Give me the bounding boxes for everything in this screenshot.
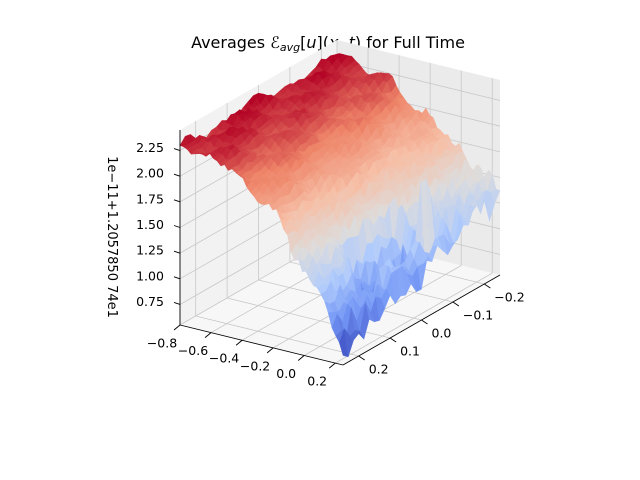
y-tick-label: 0.0 <box>432 326 452 341</box>
x-axis-line <box>179 324 344 366</box>
x-tick-label: −0.2 <box>240 358 270 373</box>
z-tick <box>173 302 181 305</box>
grid-line-y <box>195 315 359 357</box>
z-tick <box>173 250 181 254</box>
z-tick-label: 2.00 <box>136 166 164 181</box>
y-tick <box>358 355 365 361</box>
z-tick-label: 0.75 <box>136 294 164 309</box>
x-tick <box>297 355 305 361</box>
grid-line-z <box>336 60 501 101</box>
z-tick <box>173 148 181 151</box>
z-tick <box>173 276 181 280</box>
z-tick-label: 1.75 <box>136 191 164 206</box>
y-tick <box>484 283 491 289</box>
y-tick-label: 0.2 <box>369 362 389 377</box>
y-tick <box>389 337 397 343</box>
y-tick-label: −0.1 <box>463 308 493 323</box>
z-tick-label: 1.00 <box>136 268 164 283</box>
y-tick <box>421 319 428 325</box>
axis-lines: −0.8−0.6−0.4−0.20.00.2−0.2−0.10.00.10.20… <box>136 130 525 389</box>
x-tick <box>266 347 274 354</box>
x-tick-label: −0.8 <box>147 336 177 351</box>
x-tick <box>328 362 336 369</box>
y-tick <box>452 301 460 307</box>
x-tick <box>235 339 243 346</box>
z-tick-label: 1.25 <box>136 243 164 258</box>
x-tick-label: −0.4 <box>209 351 239 366</box>
surface-mesh <box>179 53 501 358</box>
z-tick-label: 1.50 <box>136 217 164 232</box>
z-tick-label: 2.25 <box>136 140 164 155</box>
z-tick <box>173 199 181 203</box>
z-tick <box>173 225 181 228</box>
x-tick-label: 0.2 <box>307 374 327 389</box>
surface-cell <box>490 189 501 204</box>
x-tick <box>204 332 212 338</box>
z-offset-label: 1e−11+1.2057850 74e1 <box>104 156 119 318</box>
z-tick <box>173 173 181 177</box>
x-tick-label: −0.6 <box>178 343 208 358</box>
x-tick-label: 0.0 <box>276 366 296 381</box>
y-tick-label: −0.2 <box>494 290 524 305</box>
y-tick-label: 0.1 <box>400 344 420 359</box>
x-tick <box>173 324 181 331</box>
